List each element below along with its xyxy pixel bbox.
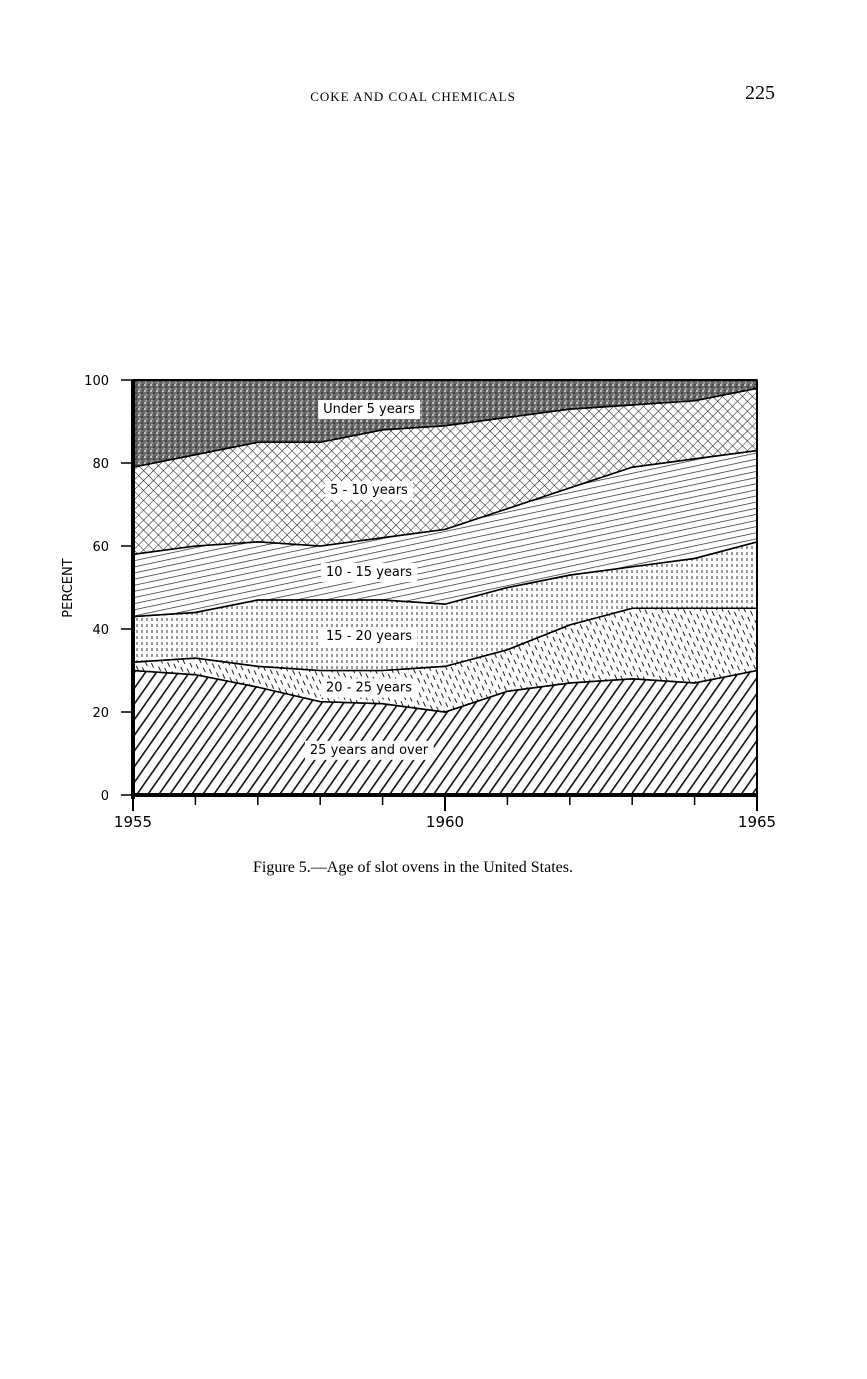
plot: 25 years and over 20 - 25 years 15 - 20 ye… — [84, 374, 776, 831]
label-box — [321, 678, 418, 698]
label-box — [304, 740, 434, 760]
y-tick-label: 0 — [101, 789, 109, 804]
series-label: 25 years and over — [310, 743, 429, 758]
label-box — [321, 627, 418, 647]
x-tick-label: 1955 — [114, 813, 152, 831]
label-box — [321, 562, 418, 582]
series-label: 10 - 15 years — [326, 565, 412, 580]
y-tick-label: 80 — [92, 457, 109, 472]
y-tick-label: 100 — [84, 374, 109, 389]
caption: Figure 5.—Age of slot ovens in the Unite… — [253, 859, 573, 876]
y-tick-label: 40 — [92, 623, 109, 638]
y-tick-label: 60 — [92, 540, 109, 555]
series-label: Under 5 years — [323, 402, 415, 417]
series-label: 20 - 25 years — [326, 681, 412, 696]
label-box — [325, 480, 414, 500]
running-head: COKE AND COAL CHEMICALS — [310, 89, 516, 104]
x-tick-label: 1960 — [426, 813, 464, 831]
page-number: 225 — [745, 82, 775, 104]
y-tick-label: 20 — [92, 706, 109, 721]
series-label: 15 - 20 years — [326, 629, 412, 644]
x-tick-label: 1965 — [738, 813, 776, 831]
y-axis-label: PERCENT — [61, 558, 76, 617]
label-box — [318, 400, 421, 420]
series-label: 5 - 10 years — [330, 483, 408, 498]
